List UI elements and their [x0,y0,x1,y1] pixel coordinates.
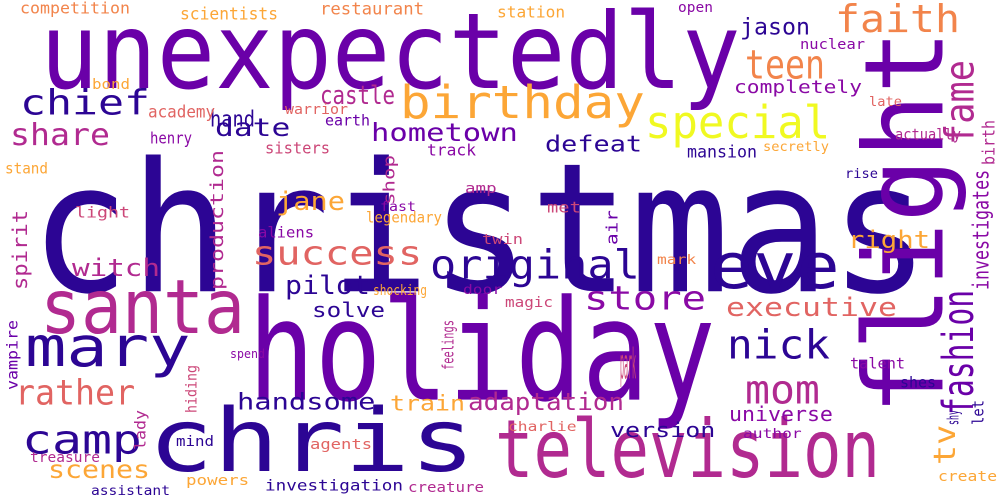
word-christmas: christmas [30,123,930,335]
word-spend: spend [230,346,266,361]
word-witch: witch [72,253,161,282]
word-legendary: legendary [366,208,442,227]
word-author: author [743,425,802,442]
word-holiday: holiday [248,269,716,434]
word-charlie: charlie [508,418,577,435]
word-date: date [215,112,291,142]
word-warrior: warrior [285,100,349,118]
word-shocking: shocking [373,281,427,299]
word-mom: mom [745,366,820,414]
word-unexpectedly: unexpectedly [40,0,741,114]
word-earth: earth [325,111,371,130]
word-station: station [497,2,566,22]
word-mary: mary [25,315,191,380]
word-original: original [430,241,640,289]
word-nick: nick [727,321,830,369]
word-hiding: hiding [182,364,201,413]
word-park: park [620,339,636,389]
word-powers: powers [186,471,250,489]
word-met: met [547,198,581,217]
word-store: store [584,279,707,318]
word-mark: mark [657,251,697,268]
word-sisters: sisters [265,138,331,158]
word-shop: shop [379,155,399,205]
word-rather: rather [15,371,136,413]
word-investigates: investigates [968,169,994,290]
word-assistant: assistant [91,482,170,499]
word-aliens: aliens [258,223,315,242]
word-adaptation: adaptation [468,387,625,416]
word-spirit: spirit [8,209,32,290]
word-hometown: hometown [371,117,518,147]
word-amp: amp [465,179,497,197]
word-open: open [678,0,713,16]
word-version: version [610,418,716,442]
word-investigation: investigation [265,476,403,495]
word-television: television [495,402,881,497]
word-santa: santa [40,263,246,351]
word-actually: actually [895,125,961,144]
word-fast: fast [380,198,416,215]
word-create: create [938,467,998,485]
word-feelings: feelings [438,320,458,370]
word-eve: eve [710,229,840,304]
word-door: door [463,281,503,298]
word-scenes: scenes [48,454,151,484]
word-air: air [602,210,622,245]
word-shes: shes [900,373,936,392]
word-executive: executive [726,291,897,323]
word-faith: faith [835,0,961,42]
word-share: share [10,117,111,153]
word-mansion: mansion [687,141,758,162]
word-late: late [869,93,902,110]
word-defeat: defeat [545,131,643,157]
word-universe: universe [729,402,833,426]
word-camp: camp [22,416,142,464]
word-treasure: treasure [30,448,100,466]
word-castle: castle [320,79,396,111]
word-scientists: scientists [180,3,279,24]
word-lady: lady [131,410,150,450]
word-solve: solve [312,298,386,322]
word-jason: jason [740,12,811,40]
word-light: light [75,203,131,222]
word-mind: mind [176,432,214,450]
word-secretly: secretly [763,138,829,155]
word-birth: birth [978,119,999,165]
word-track: track [427,140,477,160]
word-chris: chris [148,390,476,492]
word-agents: agents [310,435,373,453]
word-twin: twin [482,230,523,248]
word-right: right [848,225,931,254]
word-stand: stand [5,159,49,178]
word-competition: competition [20,0,131,18]
word-success: success [252,234,423,273]
word-fashion: fashion [933,289,984,415]
word-shy: shy [943,410,963,425]
word-rise: rise [845,165,878,182]
word-chief: chief [20,81,151,123]
word-vampire: vampire [3,319,22,390]
word-henry: henry [150,128,193,148]
word-handsome: handsome [237,387,376,415]
word-tv: tv [927,424,963,465]
word-hand: hand [210,106,255,132]
word-production: production [206,149,228,290]
word-let: let [968,400,988,425]
word-talent: talent [850,354,906,373]
word-completely: completely [734,76,863,98]
word-academy: academy [148,101,216,122]
word-birthday: birthday [400,75,645,129]
word-jane: jane [276,185,345,217]
word-magic: magic [505,293,554,311]
word-bond: bond [92,75,130,93]
word-train: train [390,391,466,416]
word-pilot: pilot [285,269,371,301]
word-creature: creature [408,478,484,496]
word-teen: teen [745,41,825,89]
word-restaurant: restaurant [320,0,425,19]
word-nuclear: nuclear [800,35,866,53]
word-special: special [645,95,831,149]
